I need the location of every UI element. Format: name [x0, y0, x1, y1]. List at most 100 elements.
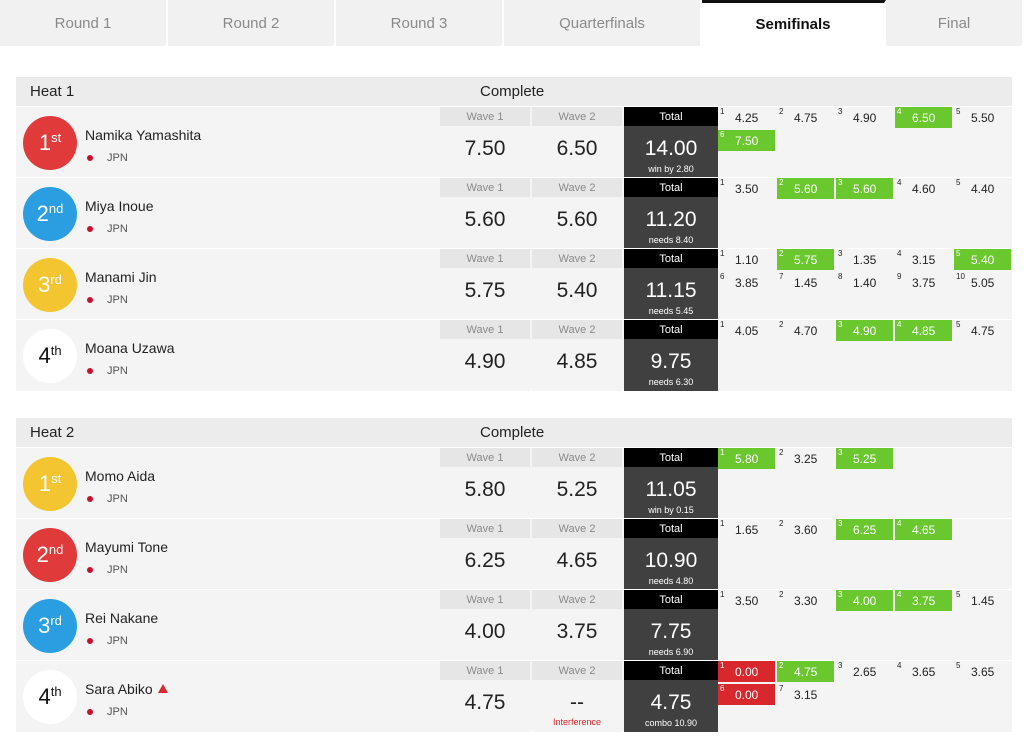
wave-score-cell[interactable]: 4 4.65 [895, 519, 952, 540]
wave-value: 3.15 [794, 688, 818, 702]
wave-score-cell[interactable]: 8 1.40 [836, 272, 893, 293]
tab-semifinals[interactable]: Semifinals [702, 0, 886, 46]
wave-score-cell[interactable]: 7 1.45 [777, 272, 834, 293]
wave2-score: 5.40 [556, 279, 598, 302]
wave-score-cell[interactable]: 4 6.50 [895, 107, 952, 128]
wave-score-cell[interactable]: 2 4.70 [777, 320, 834, 341]
wave2-label: Wave 2 [532, 107, 622, 126]
wave-index: 7 [779, 684, 784, 693]
total-subtext: win by 0.15 [648, 505, 694, 515]
wave-value: 3.15 [912, 253, 936, 267]
wave1-cell: Wave 1 6.25 [440, 519, 530, 590]
wave-score-cell[interactable]: 2 3.25 [777, 448, 834, 469]
wave-index: 3 [838, 519, 843, 528]
wave-score-cell[interactable]: 3 4.90 [836, 320, 893, 341]
wave-score-cell[interactable]: 1 4.25 [718, 107, 775, 128]
wave-score-cell[interactable]: 3 5.25 [836, 448, 893, 469]
wave-score-cell[interactable]: 10 5.05 [954, 272, 1011, 293]
athlete-country: JPN [87, 223, 128, 235]
wave-score-cell[interactable]: 1 1.65 [718, 519, 775, 540]
tab-round-3[interactable]: Round 3 [336, 0, 504, 46]
wave-score-cell[interactable]: 5 1.45 [954, 590, 1011, 611]
wave-score-cell[interactable]: 1 5.80 [718, 448, 775, 469]
tab-round-2[interactable]: Round 2 [168, 0, 336, 46]
wave-value: 0.00 [735, 688, 759, 702]
wave-index: 3 [838, 178, 843, 187]
wave-value: 4.60 [912, 182, 936, 196]
wave-score-cell[interactable]: 2 4.75 [777, 107, 834, 128]
wave-score-cell[interactable]: 1 3.50 [718, 178, 775, 199]
wave-score-cell[interactable]: 4 4.85 [895, 320, 952, 341]
wave-score-cell[interactable]: 3 2.65 [836, 661, 893, 682]
wave-score-cell[interactable]: 3 4.00 [836, 590, 893, 611]
wave-score-cell[interactable]: 2 4.75 [777, 661, 834, 682]
wave2-cell: Wave 2 4.65 [532, 519, 622, 590]
wave-score-cell[interactable]: 4 3.65 [895, 661, 952, 682]
wave-index: 3 [838, 249, 843, 258]
wave-scores-grid: 1 1.10 2 5.75 3 1.35 4 3.15 5 5.40 6 3.85 7 1.45 8 1.40… [718, 249, 1012, 320]
wave1-label: Wave 1 [440, 178, 530, 197]
wave-score-cell[interactable]: 2 3.30 [777, 590, 834, 611]
wave-score-cell[interactable]: 5 4.75 [954, 320, 1011, 341]
wave-score-cell[interactable]: 3 1.35 [836, 249, 893, 270]
wave-score-cell[interactable]: 2 5.60 [777, 178, 834, 199]
total-cell: Total 11.05 win by 0.15 [624, 448, 718, 519]
wave-score-cell[interactable]: 3 6.25 [836, 519, 893, 540]
wave2-score: 6.50 [556, 137, 598, 160]
wave-value: 5.60 [853, 182, 877, 196]
wave-score-cell[interactable]: 6 0.00 [718, 684, 775, 705]
athlete-country: JPN [87, 706, 128, 718]
japan-flag-icon [87, 297, 93, 303]
wave-score-cell[interactable]: 6 3.85 [718, 272, 775, 293]
wave-index: 3 [838, 320, 843, 329]
wave-score-cell[interactable]: 5 4.40 [954, 178, 1011, 199]
athlete-name: Mayumi Tone [85, 539, 168, 555]
wave-value: 5.40 [971, 253, 995, 267]
wave-index: 4 [897, 590, 902, 599]
wave-index: 5 [956, 107, 961, 116]
wave-score-cell[interactable]: 5 3.65 [954, 661, 1011, 682]
place-suffix: st [51, 129, 62, 145]
wave-score-cell[interactable]: 7 3.15 [777, 684, 834, 705]
wave-score-cell[interactable]: 2 3.60 [777, 519, 834, 540]
wave-score-cell[interactable]: 2 5.75 [777, 249, 834, 270]
tab-quarterfinals[interactable]: Quarterfinals [504, 0, 702, 46]
wave2-cell: Wave 2 5.25 [532, 448, 622, 519]
wave-index: 1 [720, 320, 725, 329]
wave-index: 4 [897, 519, 902, 528]
tab-round-1[interactable]: Round 1 [0, 0, 168, 46]
wave-score-cell[interactable]: 5 5.50 [954, 107, 1011, 128]
wave-score-cell[interactable]: 1 1.10 [718, 249, 775, 270]
wave-score-cell[interactable]: 1 4.05 [718, 320, 775, 341]
wave-value: 4.05 [735, 324, 759, 338]
wave-score-cell[interactable]: 4 3.75 [895, 590, 952, 611]
heat-header: Heat 2 Complete [16, 418, 1012, 447]
wave-score-cell[interactable]: 6 7.50 [718, 130, 775, 151]
wave-score-cell[interactable]: 4 4.60 [895, 178, 952, 199]
wave-score-cell[interactable]: 5 5.40 [954, 249, 1011, 270]
wave-value: 5.05 [971, 276, 995, 290]
wave-scores-grid: 1 5.80 2 3.25 3 5.25 [718, 448, 1012, 519]
tab-final[interactable]: Final [886, 0, 1024, 46]
wave-score-cell[interactable]: 9 3.75 [895, 272, 952, 293]
athlete-name-text: Moana Uzawa [85, 340, 175, 356]
athlete-name-text: Rei Nakane [85, 610, 159, 626]
wave-score-cell[interactable]: 3 4.90 [836, 107, 893, 128]
wave-score-cell[interactable]: 1 0.00 [718, 661, 775, 682]
wave-score-cell[interactable]: 3 5.60 [836, 178, 893, 199]
wave1-label: Wave 1 [440, 519, 530, 538]
wave-score-cell[interactable]: 1 3.50 [718, 590, 775, 611]
wave-value: 4.40 [971, 182, 995, 196]
athlete-name-text: Sara Abiko [85, 681, 153, 697]
wave-score-cell[interactable]: 4 3.15 [895, 249, 952, 270]
